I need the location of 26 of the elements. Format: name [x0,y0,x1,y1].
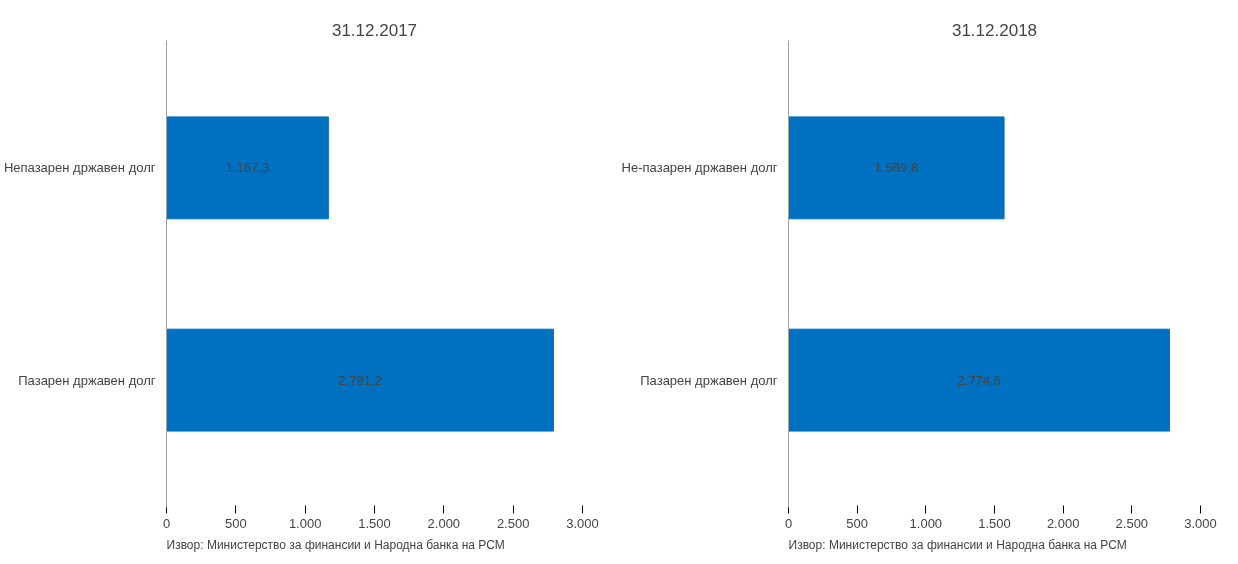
x-tick-label: 1.000 [288,515,322,531]
y-tick-label: Не-пазарен државен долг [621,160,778,176]
x-tick-label: 2.500 [496,515,530,531]
x-tick-label: 1.000 [909,515,943,531]
x-tick-label: 2.000 [1046,515,1080,531]
chart-title: 31.12.2017 [331,20,418,40]
x-tick-label: 500 [224,515,247,531]
data-label: 1.167,3 [225,160,270,176]
y-tick-label: Пазарен државен долг [640,372,778,388]
x-tick-label: 3.000 [566,515,599,531]
text: Извор: Министерство за финансии и Народна банка на РСМ [788,537,1127,552]
text: Извор: Министерство за финансии и Народна банка на РСМ [166,537,505,552]
x-tick-label: 2.500 [1115,515,1149,531]
x-tick-label: 0 [784,515,793,531]
data-label: 2.791,2 [338,372,382,388]
x-tick-label: 0 [162,515,171,531]
y-tick-label: Непазарен државен долг [3,160,156,176]
x-tick-label: 1.500 [978,515,1011,531]
data-label: 1.569,8 [874,160,918,176]
data-label: 2.774,6 [957,372,1001,388]
chart-title: 31.12.2018 [951,20,1038,40]
x-tick-label: 3.000 [1184,515,1217,531]
x-tick-label: 2.000 [427,515,461,531]
y-tick-label: Пазарен државен долг [18,372,156,388]
x-tick-label: 500 [846,515,869,531]
x-tick-label: 1.500 [358,515,391,531]
